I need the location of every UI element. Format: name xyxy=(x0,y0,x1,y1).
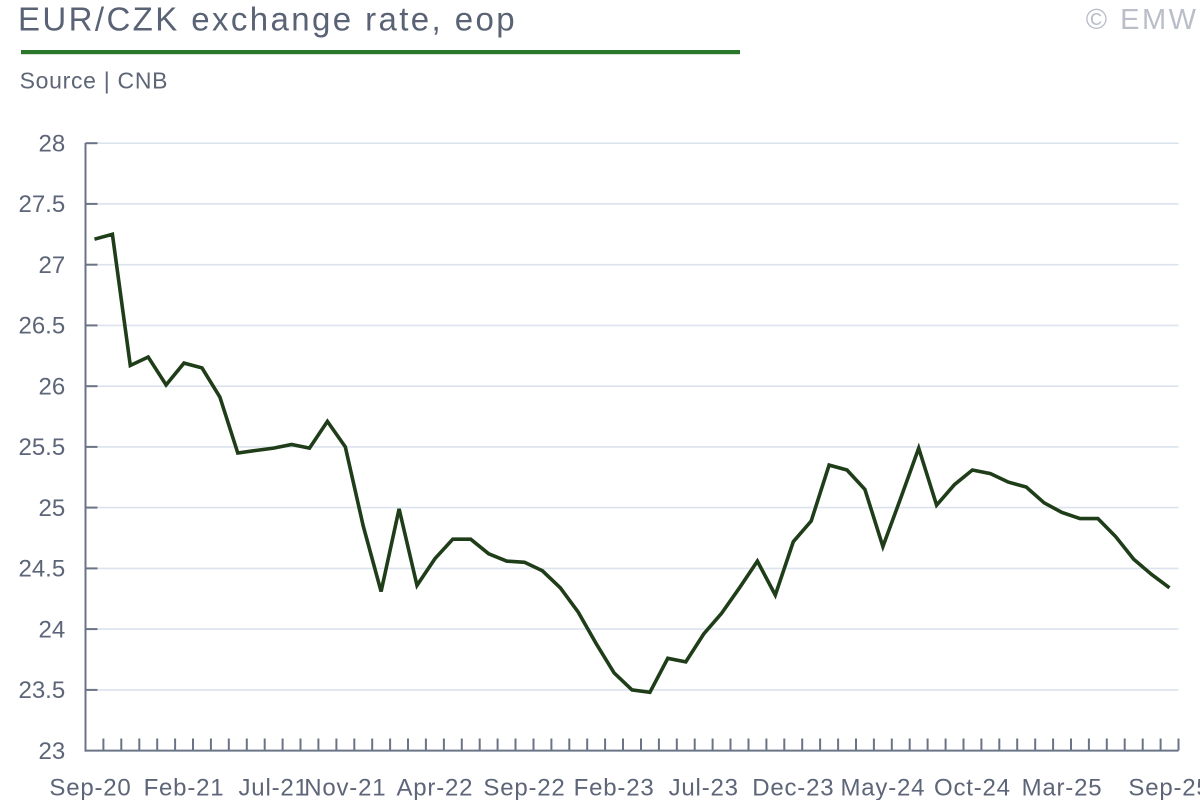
svg-text:23.5: 23.5 xyxy=(18,677,65,704)
svg-text:Nov-21: Nov-21 xyxy=(304,775,386,800)
svg-text:Source | CNB: Source | CNB xyxy=(20,68,169,94)
svg-text:26.5: 26.5 xyxy=(18,313,65,340)
svg-text:24.5: 24.5 xyxy=(18,556,65,583)
svg-text:Jul-21: Jul-21 xyxy=(239,775,309,800)
svg-text:© EMW: © EMW xyxy=(1086,4,1199,36)
svg-text:Sep-22: Sep-22 xyxy=(483,775,565,800)
svg-text:25.5: 25.5 xyxy=(18,434,65,461)
svg-text:25: 25 xyxy=(38,495,65,522)
svg-text:23: 23 xyxy=(38,738,65,765)
svg-text:Dec-23: Dec-23 xyxy=(752,775,834,800)
svg-text:Mar-25: Mar-25 xyxy=(1022,775,1103,800)
svg-text:Apr-22: Apr-22 xyxy=(396,775,473,800)
svg-text:27.5: 27.5 xyxy=(18,191,65,218)
svg-text:Sep-20: Sep-20 xyxy=(49,775,131,800)
svg-text:EUR/CZK exchange rate, eop: EUR/CZK exchange rate, eop xyxy=(18,1,517,38)
svg-text:Feb-23: Feb-23 xyxy=(574,775,655,800)
svg-text:May-24: May-24 xyxy=(840,775,925,800)
svg-text:24: 24 xyxy=(38,616,65,643)
svg-text:26: 26 xyxy=(38,374,65,401)
svg-text:27: 27 xyxy=(38,252,65,279)
svg-text:Oct-24: Oct-24 xyxy=(934,775,1011,800)
svg-text:Sep-25: Sep-25 xyxy=(1128,775,1200,800)
svg-text:Jul-23: Jul-23 xyxy=(669,775,739,800)
svg-text:28: 28 xyxy=(38,131,65,158)
svg-text:Feb-21: Feb-21 xyxy=(144,775,225,800)
